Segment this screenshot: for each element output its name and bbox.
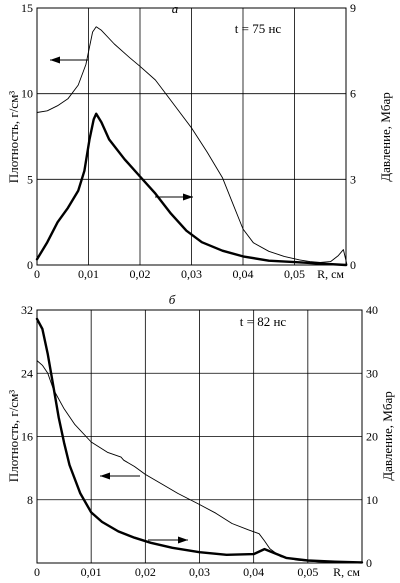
- x-tick-label: 0,04: [233, 267, 254, 281]
- time-annotation: t = 82 нс: [240, 314, 287, 329]
- y-right-tick-label: 40: [366, 303, 378, 317]
- panel-label: а: [172, 1, 179, 16]
- y-right-tick-label: 10: [366, 493, 378, 507]
- pressure-line: [35, 112, 348, 267]
- y-left-tick-label: 5: [27, 172, 33, 186]
- x-axis-label: R, см: [317, 267, 344, 281]
- y-left-tick-label: 15: [21, 1, 33, 15]
- y-right-tick-label: 0: [366, 556, 372, 570]
- y-right-tick-label: 20: [366, 430, 378, 444]
- y-left-tick-label: 8: [27, 493, 33, 507]
- y-left-tick-label: 24: [21, 366, 33, 380]
- y-left-tick-label: 0: [27, 258, 33, 272]
- y-right-tick-label: 9: [350, 1, 356, 15]
- x-axis-label: R, см: [333, 565, 360, 579]
- x-axis-label-bg: [315, 267, 347, 281]
- y-left-axis-label: Плотность, г/см³: [6, 91, 21, 183]
- y-left-axis-label: Плотность, г/см³: [6, 390, 21, 482]
- y-right-tick-label: 30: [366, 366, 378, 380]
- x-tick-label: 0,05: [297, 565, 318, 579]
- y-right-tick-label: 3: [350, 172, 356, 186]
- arrow-head: [100, 472, 110, 480]
- x-tick-label: 0,05: [284, 267, 305, 281]
- arrow-head: [50, 56, 60, 64]
- x-tick-label: 0: [34, 267, 40, 281]
- plot-frame: [36, 309, 363, 564]
- y-left-tick-label: 32: [21, 303, 33, 317]
- x-tick-label: 0,02: [130, 267, 151, 281]
- arrow-head: [183, 193, 193, 201]
- y-right-axis-label: Давление, Мбар: [380, 391, 395, 481]
- x-tick-label: 0: [34, 565, 40, 579]
- panel-a: 0 0,01 0,02 0,03 0,04 0,05 0 5 10 15 0 3 6 9 а t = 75 н…: [6, 1, 393, 281]
- x-axis-label-bg: [331, 565, 363, 579]
- x-tick-label: 0,01: [81, 565, 102, 579]
- time-annotation: t = 75 нс: [235, 21, 282, 36]
- x-tick-label: 0,02: [135, 565, 156, 579]
- x-tick-label: 0,03: [181, 267, 202, 281]
- panel-label: б: [169, 292, 176, 307]
- pressure-line: [35, 317, 364, 564]
- y-left-tick-label: 10: [21, 87, 33, 101]
- y-right-tick-label: 0: [350, 258, 356, 272]
- x-tick-label: 0,04: [243, 565, 264, 579]
- x-tick-label: 0,03: [189, 565, 210, 579]
- density-line: [36, 26, 348, 266]
- y-left-tick-label: 16: [21, 430, 33, 444]
- y-right-axis-label: Давление, Мбар: [378, 92, 393, 182]
- arrow-head: [178, 536, 188, 544]
- y-right-tick-label: 6: [350, 87, 356, 101]
- plot-frame: [36, 7, 347, 266]
- x-tick-label: 0,01: [78, 267, 99, 281]
- panel-b: 0 0,01 0,02 0,03 0,04 0,05 8 16 24 32 0 10 20 30 40 б t …: [6, 292, 395, 579]
